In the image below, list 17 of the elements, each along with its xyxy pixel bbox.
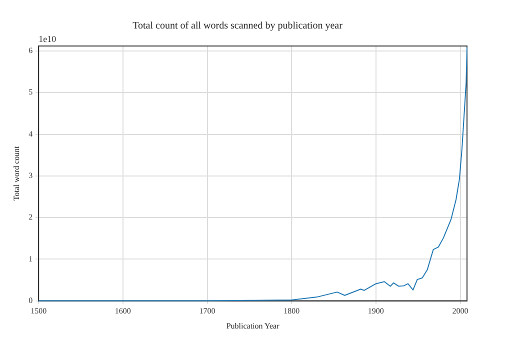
- chart-title: Total count of all words scanned by publication year: [132, 20, 344, 32]
- y-tick-label: 2: [28, 212, 33, 222]
- y-tick-label: 1: [28, 254, 33, 264]
- text: 1e10: [38, 34, 57, 44]
- x-axis-title: Publication Year: [226, 321, 280, 330]
- y-axis-title: Total word count: [12, 145, 21, 201]
- y-tick-label: 4: [28, 129, 33, 138]
- x-tick-label: 1900: [368, 306, 384, 316]
- y-tick-label: 6: [28, 46, 33, 56]
- x-tick-label: 1600: [114, 306, 131, 316]
- y-tick-label: 5: [28, 88, 33, 97]
- x-tick-label: 1500: [30, 306, 47, 316]
- x-tick-label: 2000: [452, 306, 468, 316]
- x-tick-label: 1700: [199, 306, 216, 316]
- y-tick-label: 0: [28, 296, 33, 305]
- x-tick-label: 1800: [284, 306, 300, 316]
- y-tick-label: 3: [28, 170, 33, 180]
